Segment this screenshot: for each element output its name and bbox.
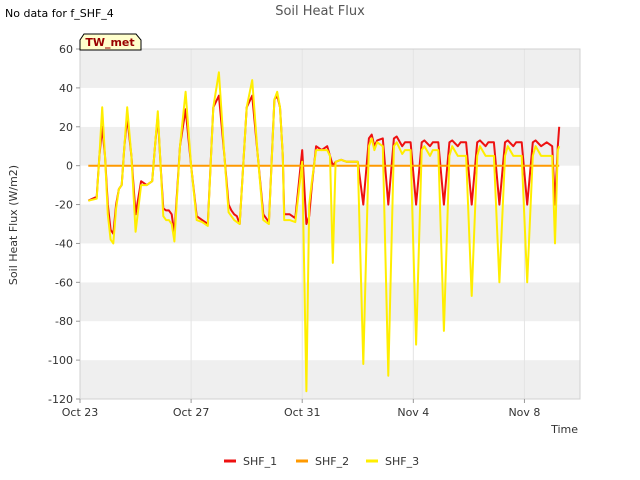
x-tick-label: Nov 8 bbox=[508, 406, 540, 419]
x-tick-label: Nov 4 bbox=[397, 406, 429, 419]
x-tick-label: Oct 23 bbox=[62, 406, 99, 419]
legend-label: SHF_2 bbox=[315, 455, 349, 468]
site-badge-box bbox=[79, 33, 142, 51]
band bbox=[80, 360, 580, 399]
site-badge: TW_met bbox=[79, 33, 142, 51]
legend: SHF_1 SHF_2 SHF_3 bbox=[224, 455, 419, 468]
background-bands bbox=[79, 49, 580, 399]
band bbox=[80, 49, 580, 88]
site-badge-label: TW_met bbox=[85, 36, 134, 49]
y-tick-label: -60 bbox=[55, 276, 73, 289]
band bbox=[80, 243, 580, 283]
legend-label: SHF_1 bbox=[243, 455, 277, 468]
x-axis-label: Time bbox=[550, 423, 578, 436]
y-tick-label: 60 bbox=[59, 43, 73, 56]
band bbox=[80, 282, 580, 322]
y-tick-label: 20 bbox=[59, 121, 73, 134]
chart-title: Soil Heat Flux bbox=[275, 4, 365, 19]
series-shf-3 bbox=[88, 71, 561, 393]
y-tick-label: -100 bbox=[48, 354, 73, 367]
no-data-note: No data for f_SHF_4 bbox=[5, 7, 114, 20]
y-axis-label: Soil Heat Flux (W/m2) bbox=[7, 165, 20, 285]
y-tick-label: -80 bbox=[55, 315, 73, 328]
series-lines bbox=[87, 71, 561, 393]
y-tick-label: -120 bbox=[48, 393, 73, 406]
band bbox=[80, 204, 580, 244]
y-tick-label: -40 bbox=[55, 237, 73, 250]
y-tick-label: 40 bbox=[59, 82, 73, 95]
x-tick-label: Oct 27 bbox=[173, 406, 210, 419]
x-tick-label: Oct 31 bbox=[284, 406, 321, 419]
legend-label: SHF_3 bbox=[385, 455, 419, 468]
y-tick-label: 0 bbox=[66, 160, 73, 173]
x-axis: Oct 23 Oct 27 Oct 31 Nov 4 Nov 8 bbox=[62, 399, 540, 419]
band bbox=[80, 321, 580, 361]
band bbox=[80, 87, 580, 127]
y-tick-label: -20 bbox=[55, 199, 73, 212]
plot-frame bbox=[79, 48, 581, 400]
y-axis: -120 -100 -80 -60 -40 -20 0 20 40 60 bbox=[48, 43, 80, 406]
